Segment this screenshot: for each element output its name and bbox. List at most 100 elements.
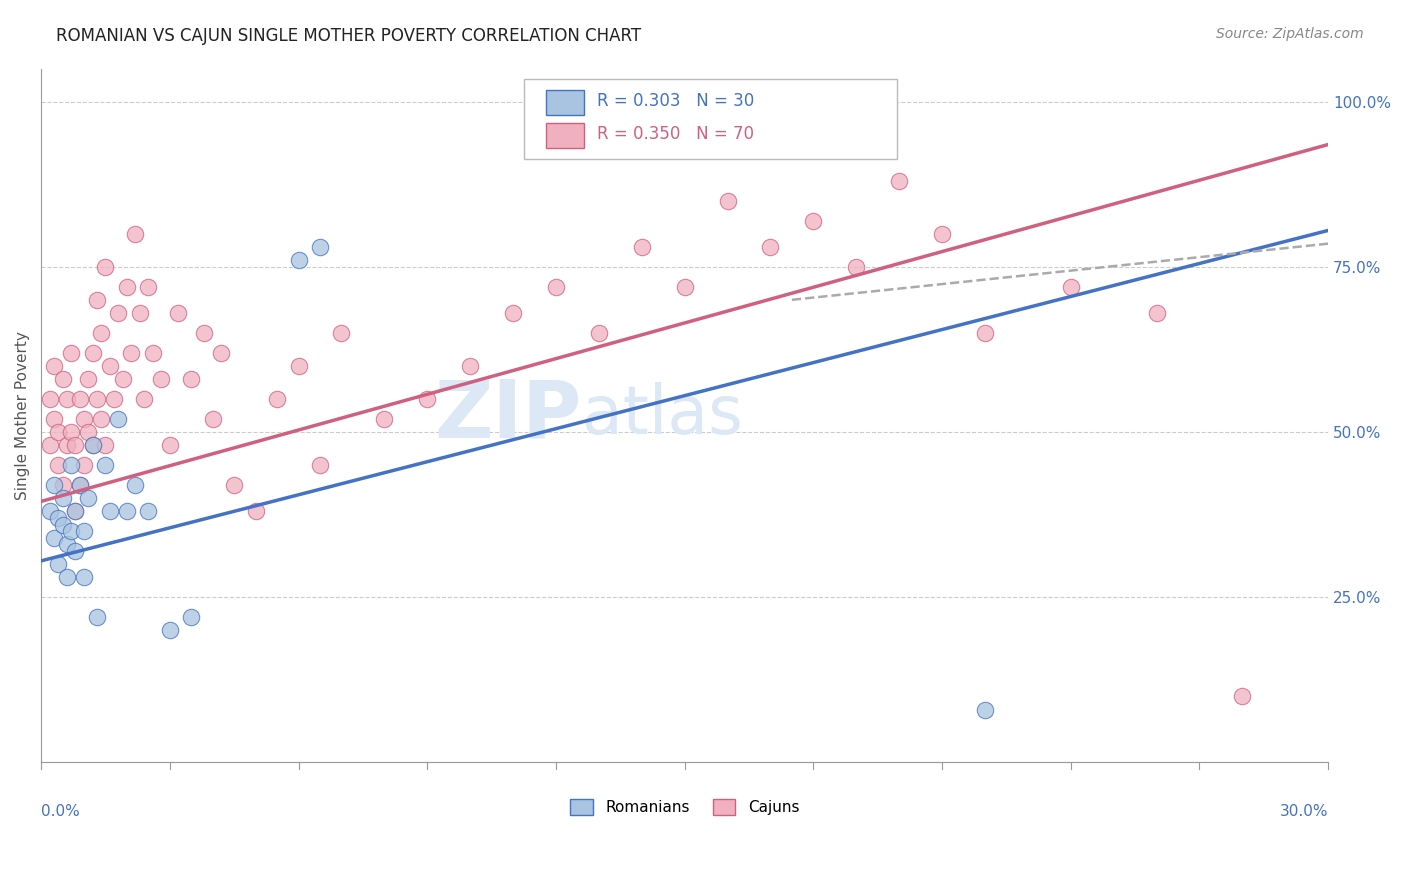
Text: ROMANIAN VS CAJUN SINGLE MOTHER POVERTY CORRELATION CHART: ROMANIAN VS CAJUN SINGLE MOTHER POVERTY … (56, 27, 641, 45)
Point (86, 293, 108, 307)
Point (502, 306, 524, 320)
Text: R = 0.303   N = 30: R = 0.303 N = 30 (598, 92, 755, 110)
Point (38, 504, 60, 518)
Point (716, 194, 738, 208)
Y-axis label: Single Mother Poverty: Single Mother Poverty (15, 331, 30, 500)
Point (309, 240, 332, 254)
Point (90, 411, 112, 425)
Point (60, 345, 83, 359)
Point (458, 359, 481, 373)
Point (180, 372, 202, 386)
Point (73, 458, 96, 472)
Point (167, 306, 190, 320)
Point (90, 326, 112, 340)
Point (73, 524, 96, 538)
Point (51, 372, 73, 386)
Point (245, 504, 267, 518)
Text: 30.0%: 30.0% (1279, 804, 1329, 819)
Point (65, 544, 87, 558)
Point (673, 279, 696, 293)
Point (51, 478, 73, 492)
Point (266, 392, 288, 406)
Point (94, 438, 117, 452)
Point (77, 491, 100, 505)
Point (60, 458, 83, 472)
Point (1146, 306, 1168, 320)
FancyBboxPatch shape (524, 78, 897, 159)
Point (42, 531, 65, 545)
Point (180, 610, 202, 624)
Point (69, 478, 91, 492)
Point (138, 279, 160, 293)
Point (588, 326, 610, 340)
Point (759, 240, 782, 254)
Point (82, 438, 104, 452)
Point (69, 478, 91, 492)
Point (46, 425, 69, 439)
Point (56, 537, 79, 551)
Point (1232, 690, 1254, 704)
Point (77, 372, 100, 386)
Point (142, 345, 165, 359)
Point (801, 213, 824, 227)
Point (120, 345, 142, 359)
Point (77, 425, 100, 439)
Point (201, 411, 224, 425)
Text: 0.0%: 0.0% (41, 804, 80, 819)
Point (845, 260, 868, 274)
Point (1060, 279, 1083, 293)
Point (94, 260, 117, 274)
Text: Source: ZipAtlas.com: Source: ZipAtlas.com (1216, 27, 1364, 41)
Point (309, 458, 332, 472)
Point (159, 624, 181, 638)
Point (103, 392, 125, 406)
Text: ZIP: ZIP (434, 376, 582, 455)
Point (98, 504, 121, 518)
Point (98, 359, 121, 373)
Point (46, 458, 69, 472)
Point (56, 392, 79, 406)
Point (107, 306, 129, 320)
Point (46, 557, 69, 571)
Point (124, 227, 146, 241)
Point (56, 570, 79, 584)
Point (94, 458, 117, 472)
Point (138, 504, 160, 518)
Point (73, 570, 96, 584)
Point (224, 478, 246, 492)
Point (630, 240, 652, 254)
Legend: Romanians, Cajuns: Romanians, Cajuns (561, 790, 808, 824)
Point (73, 411, 96, 425)
Point (193, 326, 215, 340)
Point (69, 392, 91, 406)
Point (209, 345, 232, 359)
Point (330, 326, 353, 340)
Point (42, 478, 65, 492)
Point (42, 359, 65, 373)
Point (86, 392, 108, 406)
Text: R = 0.350   N = 70: R = 0.350 N = 70 (598, 125, 754, 144)
Point (65, 504, 87, 518)
Point (82, 345, 104, 359)
Point (544, 279, 567, 293)
Point (56, 438, 79, 452)
Point (51, 517, 73, 532)
Point (107, 411, 129, 425)
Point (60, 425, 83, 439)
Point (115, 504, 138, 518)
Point (38, 438, 60, 452)
Point (373, 411, 395, 425)
FancyBboxPatch shape (546, 123, 585, 148)
Point (65, 504, 87, 518)
Point (974, 326, 997, 340)
Point (38, 392, 60, 406)
Point (51, 491, 73, 505)
Point (60, 524, 83, 538)
Point (115, 279, 138, 293)
Point (974, 702, 997, 716)
Point (124, 478, 146, 492)
Point (159, 438, 181, 452)
FancyBboxPatch shape (546, 90, 585, 115)
Point (887, 174, 910, 188)
Point (132, 392, 155, 406)
